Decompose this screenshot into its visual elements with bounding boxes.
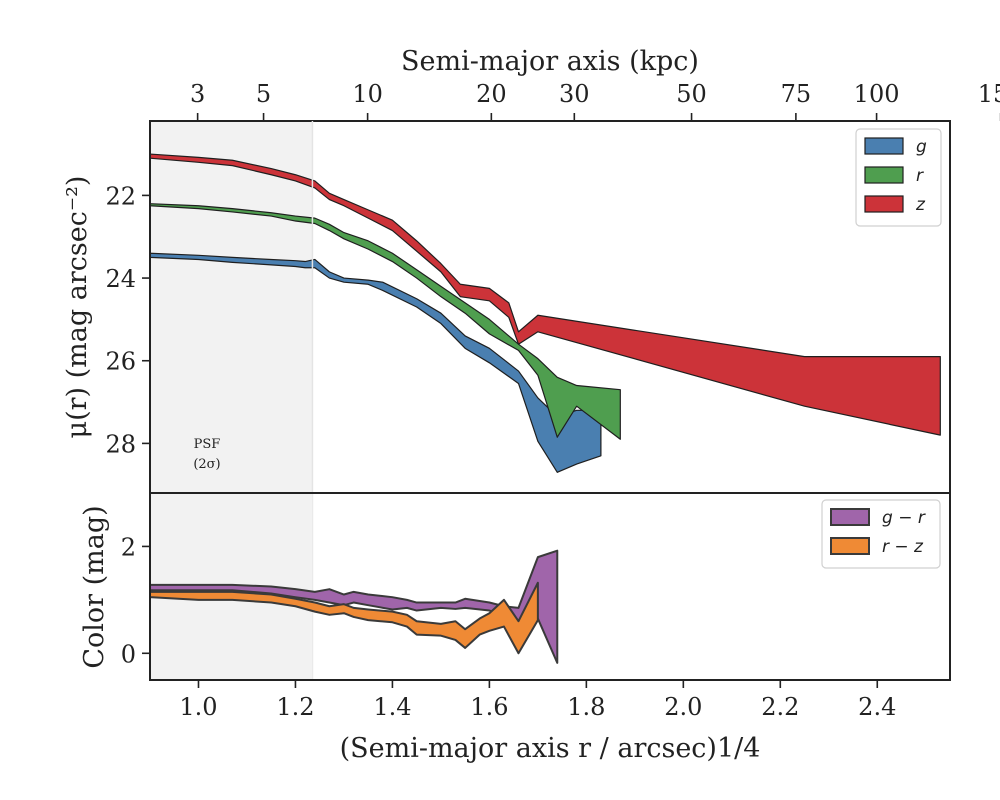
- y-tick-label: 22: [105, 182, 136, 210]
- bottom-panel-frame: [149, 492, 951, 681]
- psf-note-line2: (2σ): [193, 457, 220, 472]
- x-tick-label: 2.4: [858, 693, 896, 721]
- band-z: [149, 153, 941, 436]
- kpc-tick-label: 20: [476, 80, 507, 108]
- bottom-legend: g − r r − z: [821, 499, 941, 569]
- kpc-tick-label: 3: [190, 80, 205, 108]
- band-g: [149, 252, 602, 473]
- band-g-r: [149, 549, 559, 664]
- psf-note-line1: PSF: [194, 437, 221, 452]
- y-tick-label: 0: [121, 640, 136, 668]
- legend-swatch: [864, 166, 904, 184]
- kpc-tick-label: 150: [978, 80, 1000, 108]
- legend-label: g: [916, 137, 927, 157]
- x-tick-label: 1.6: [470, 693, 508, 721]
- legend-label: z: [915, 195, 926, 215]
- legend-swatch: [830, 537, 870, 555]
- y-axis-label-top: μ(r) (mag arcsec⁻²): [62, 176, 93, 439]
- kpc-tick-label: 5: [256, 80, 271, 108]
- x-tick-label: 1.2: [276, 693, 314, 721]
- x-ticks: 1.0 1.2 1.4 1.6 1.8 2.0 2.2 2.4: [179, 680, 896, 721]
- y-tick-label: 28: [105, 430, 136, 458]
- kpc-ticks: 3 5 10 20 30 50 75 100 150: [190, 80, 1000, 121]
- kpc-tick-label: 50: [676, 80, 707, 108]
- legend-label: g − r: [882, 508, 926, 528]
- y-axis-label-bottom: Color (mag): [79, 505, 110, 668]
- x-axis-label-main: (Semi-major axis r /: [340, 733, 610, 764]
- kpc-tick-label: 75: [781, 80, 812, 108]
- legend-swatch: [830, 508, 870, 526]
- kpc-tick-label: 10: [352, 80, 383, 108]
- y-tick-label: 26: [105, 348, 136, 376]
- x-axis-label-tail: arcsec)1/4: [617, 733, 760, 764]
- top-axis-label: Semi-major axis (kpc): [401, 46, 699, 77]
- legend-swatch: [864, 137, 904, 155]
- legend-swatch: [864, 195, 904, 213]
- psf-shaded-region: [150, 121, 313, 493]
- x-axis-label: (Semi-major axis r / arcsec)1/4: [340, 733, 761, 764]
- legend-label: r − z: [882, 537, 924, 557]
- kpc-tick-label: 30: [559, 80, 590, 108]
- color-panel: 02 1.0 1.2 1.4 1.6 1.8 2.0 2.2 2.4 g − rr − z C…: [79, 492, 951, 764]
- band-r-z: [149, 581, 539, 655]
- top-legend: grz: [855, 128, 942, 227]
- x-tick-label: 2.0: [664, 693, 702, 721]
- x-tick-label: 1.0: [179, 693, 217, 721]
- legend-label: r: [916, 166, 924, 186]
- y-tick-label: 2: [121, 533, 136, 561]
- x-tick-label: 2.2: [761, 693, 799, 721]
- y-tick-label: 24: [105, 265, 136, 293]
- x-tick-label: 1.4: [373, 693, 411, 721]
- x-tick-label: 1.8: [567, 693, 605, 721]
- color-series: [149, 549, 559, 664]
- bottom-y-ticks: 02: [121, 533, 150, 668]
- band-r: [149, 203, 621, 440]
- top-y-ticks: 22 24 26 28: [105, 182, 150, 458]
- surface-brightness-series: [149, 153, 941, 473]
- x-axis-label-var: [609, 733, 618, 764]
- kpc-tick-label: 100: [854, 80, 900, 108]
